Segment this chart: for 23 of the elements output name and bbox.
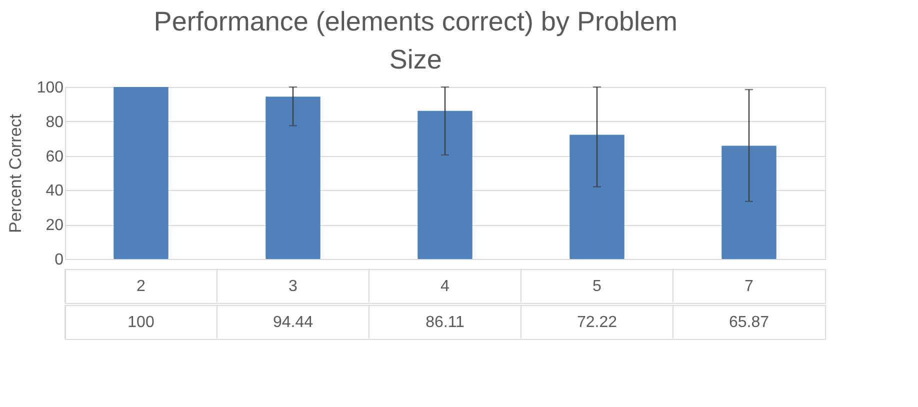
bar — [722, 146, 776, 259]
data-label: 94.44 — [272, 314, 314, 331]
data-label: 72.22 — [576, 314, 618, 331]
data-label: 65.87 — [728, 314, 770, 331]
data-label: 100 — [128, 314, 154, 331]
x-tick-label: 2 — [136, 278, 146, 295]
y-tick-label: 80 — [46, 114, 64, 131]
data-label: 86.11 — [426, 314, 465, 331]
y-tick-label: 100 — [36, 80, 64, 96]
y-tick-label: 20 — [46, 217, 64, 234]
y-tick-label: 40 — [46, 182, 64, 200]
y-tick-label: 0 — [54, 252, 64, 268]
y-tick-label: 60 — [46, 148, 64, 166]
x-tick-label: 5 — [592, 278, 602, 295]
bar — [266, 96, 320, 259]
x-tick-label: 3 — [288, 278, 298, 295]
chart-title: Performance (elements correct) by Problem Size — [154, 6, 678, 74]
bar — [114, 87, 168, 259]
x-tick-label: 4 — [440, 278, 450, 295]
x-tick-label: 7 — [744, 278, 754, 295]
bar — [570, 134, 624, 259]
bar — [418, 110, 472, 259]
y-axis-title: Percent Correct — [6, 114, 25, 234]
